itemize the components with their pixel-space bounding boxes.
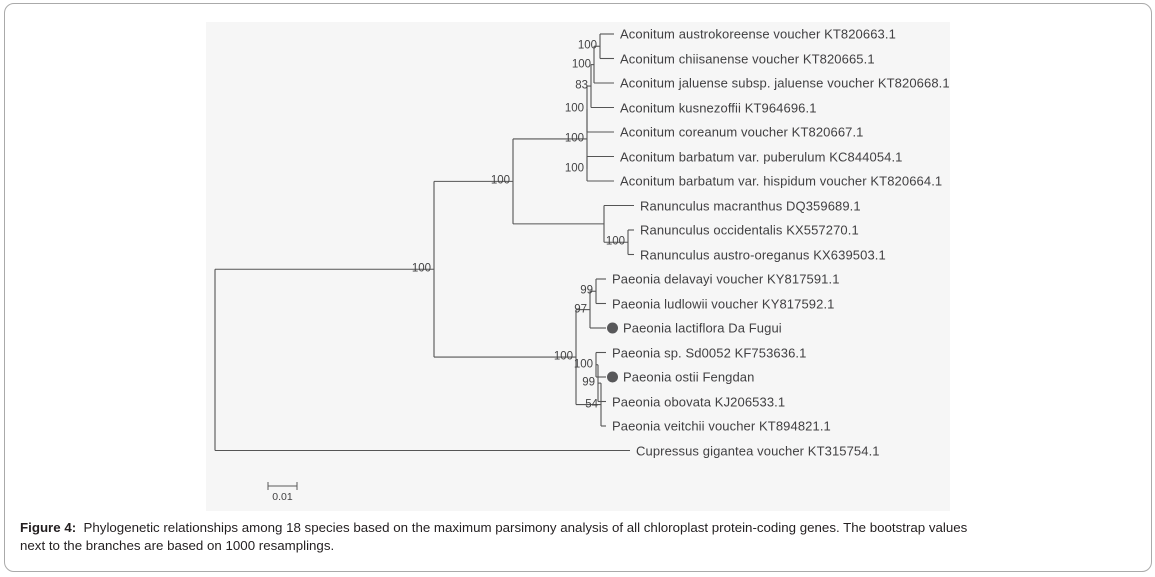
svg-text:0.01: 0.01: [272, 491, 293, 502]
